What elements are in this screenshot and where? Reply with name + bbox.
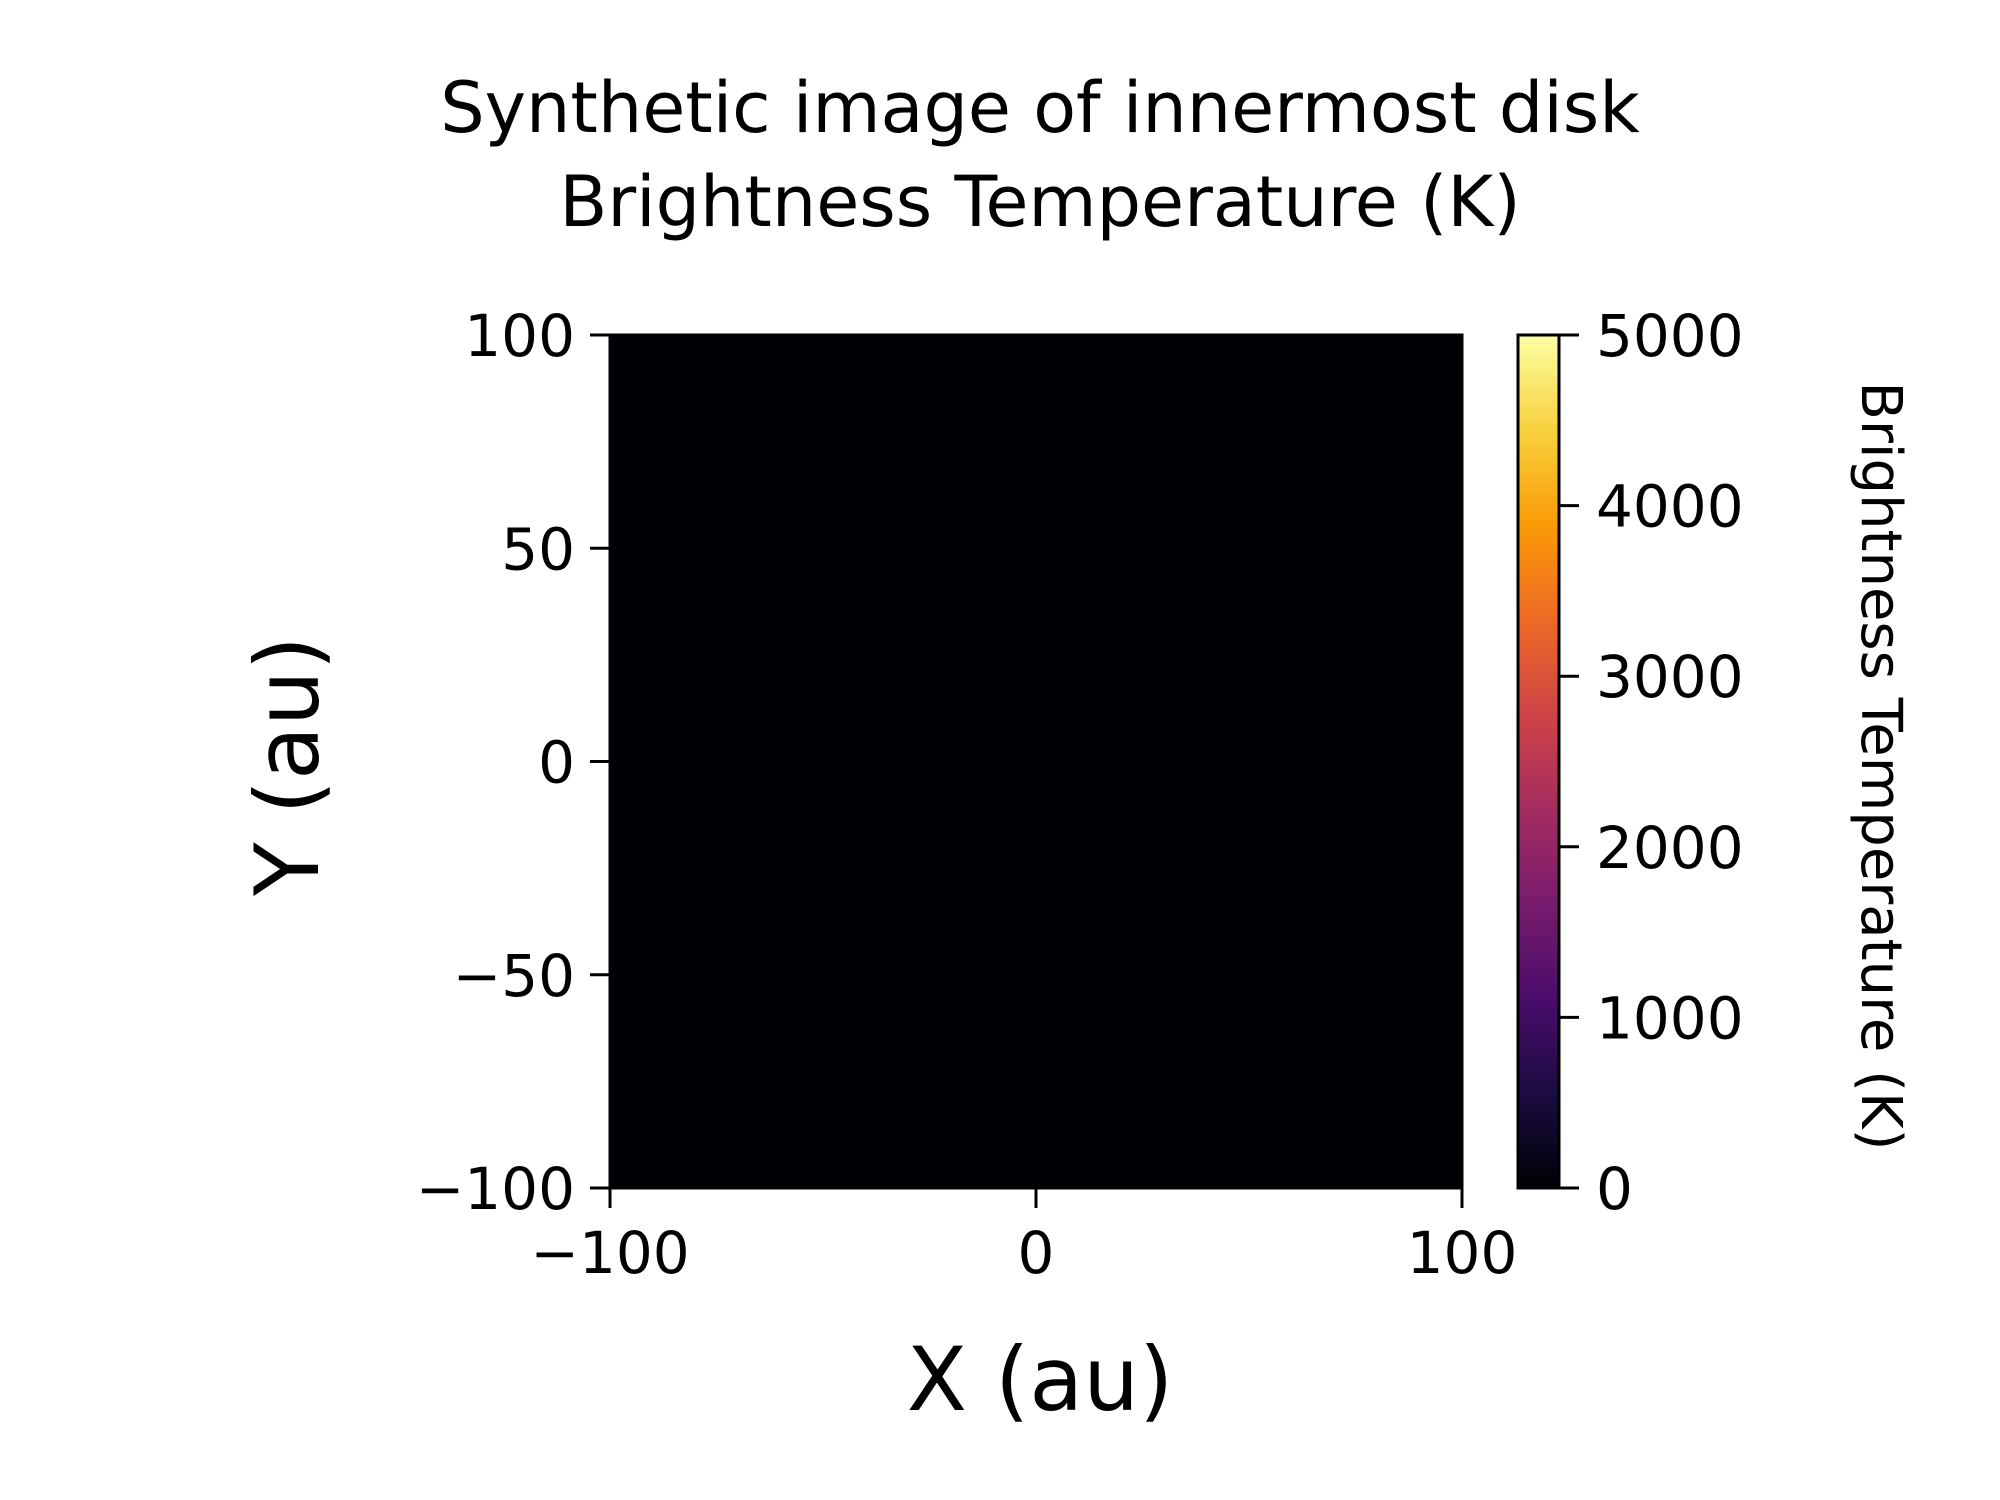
colorbar-tick-label: 2000 <box>1596 814 1744 882</box>
plot-area: −100 0 100 −100 −50 0 50 100 <box>416 302 1518 1287</box>
x-axis-label: X (au) <box>907 1328 1174 1431</box>
colorbar-tick-label: 0 <box>1596 1155 1633 1223</box>
x-tick-label: 0 <box>1018 1219 1055 1287</box>
colorbar-tick-label: 4000 <box>1596 473 1744 541</box>
x-tick-label: 100 <box>1407 1219 1518 1287</box>
y-tick-label: −100 <box>416 1155 575 1223</box>
y-tick-label: 50 <box>501 515 575 583</box>
colorbar-tick-label: 3000 <box>1596 643 1744 711</box>
colorbar-ticks: 0 1000 2000 3000 4000 5000 <box>1559 302 1744 1223</box>
y-axis-ticks: −100 −50 0 50 100 <box>416 302 610 1223</box>
y-tick-label: −50 <box>453 942 575 1010</box>
y-tick-label: 0 <box>538 729 575 797</box>
chart-title-line-2: Brightness Temperature (K) <box>559 161 1520 243</box>
y-axis-label: Y (au) <box>236 636 339 897</box>
colorbar-frame <box>1516 333 1561 1190</box>
colorbar: 0 1000 2000 3000 4000 5000 <box>1516 302 1744 1223</box>
chart-title-line-1: Synthetic image of innermost disk <box>440 67 1640 149</box>
x-tick-label: −100 <box>530 1219 689 1287</box>
colorbar-tick-label: 5000 <box>1596 302 1744 370</box>
y-tick-label: 100 <box>464 302 575 370</box>
x-axis-ticks: −100 0 100 <box>530 1188 1517 1287</box>
colorbar-label: Brightness Temperature (K) <box>1848 381 1913 1150</box>
colorbar-tick-label: 1000 <box>1596 984 1744 1052</box>
colorbar-gradient <box>1518 335 1559 1188</box>
brightness-image <box>610 335 1462 1188</box>
